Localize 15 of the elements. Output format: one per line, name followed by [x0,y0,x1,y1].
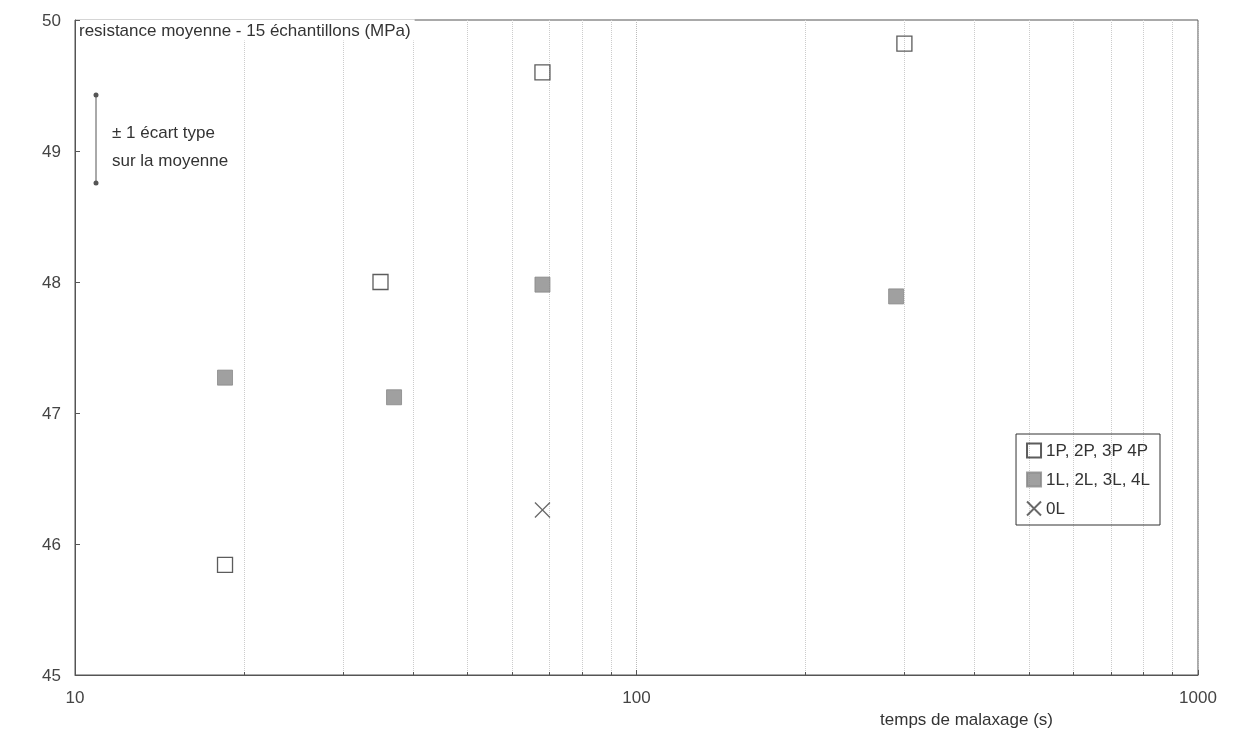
legend-label: 1P, 2P, 3P 4P [1046,441,1149,460]
x-tick-label: 10 [65,688,85,707]
x-axis-title: temps de malaxage (s) [880,709,1053,729]
y-tick-label: 46 [42,534,61,554]
x-tick-label: 100 [622,688,651,707]
y-tick-label: 50 [42,10,61,30]
y-tick-label: 49 [42,141,61,161]
x-tick-label: 1000 [1179,688,1217,707]
legend-label: 1L, 2L, 3L, 4L [1046,470,1151,489]
y-axis-title: resistance moyenne - 15 échantillons (MPa) [79,20,411,40]
annotation: ± 1 écart type sur la moyenne [112,122,229,170]
y-tick-label: 45 [42,665,61,685]
y-tick-label: 47 [42,403,61,423]
legend-label: 0L [1046,499,1065,518]
y-tick-label: 48 [42,272,61,292]
